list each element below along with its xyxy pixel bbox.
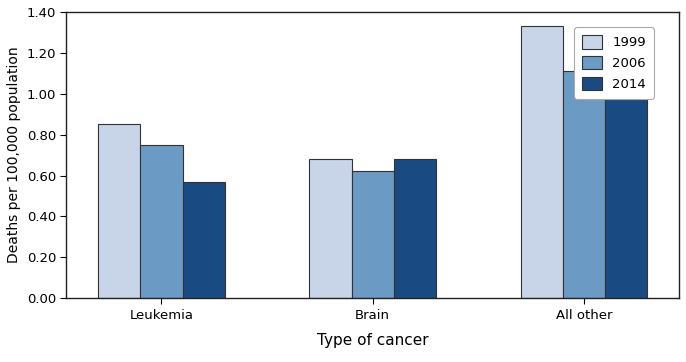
Bar bbox=[141, 145, 182, 298]
Bar bbox=[394, 159, 436, 298]
Bar bbox=[309, 159, 352, 298]
Bar bbox=[182, 182, 225, 298]
X-axis label: Type of cancer: Type of cancer bbox=[317, 333, 429, 348]
Bar bbox=[563, 71, 605, 298]
Bar bbox=[98, 125, 141, 298]
Y-axis label: Deaths per 100,000 population: Deaths per 100,000 population bbox=[7, 47, 21, 264]
Legend: 1999, 2006, 2014: 1999, 2006, 2014 bbox=[574, 27, 654, 99]
Bar bbox=[352, 172, 394, 298]
Bar bbox=[605, 90, 648, 298]
Bar bbox=[521, 26, 563, 298]
